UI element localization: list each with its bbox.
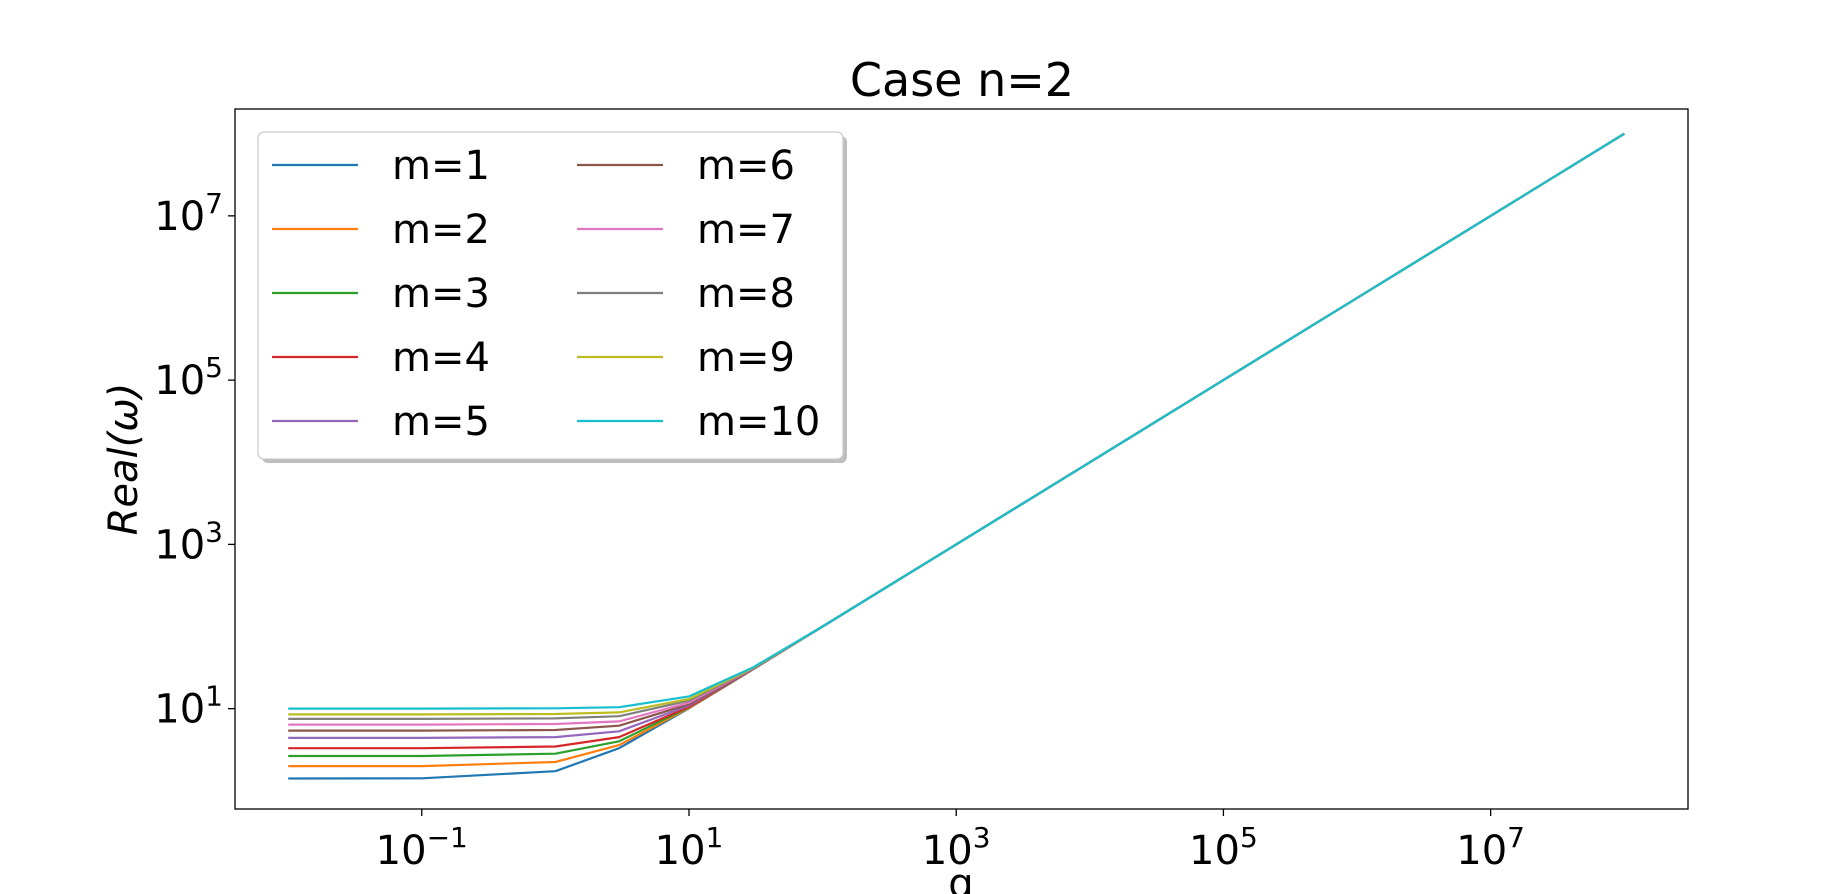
legend-entry-label: m=6: [697, 143, 795, 189]
x-tick-label: 105: [1189, 821, 1258, 874]
x-tick-label: 103: [922, 821, 991, 874]
y-axis-label: Real(ω): [101, 383, 147, 536]
x-tick-label: 101: [655, 821, 724, 874]
legend-entry-label: m=2: [392, 207, 490, 253]
legend-entry-label: m=8: [697, 271, 795, 317]
x-axis-ticks: 10−1 101 103 105 107: [376, 809, 1525, 874]
plot-area-frame: [234, 108, 1689, 810]
legend-box: [257, 131, 844, 460]
legend: m=1 m=2 m=3 m=4 m=5 m=6 m=7 m=8 m=9 m=10: [257, 131, 847, 463]
legend-entry-label: m=10: [697, 399, 820, 445]
legend-entry-label: m=5: [392, 399, 490, 445]
legend-entry-label: m=4: [392, 335, 490, 381]
x-tick-label: 107: [1456, 821, 1525, 874]
series-layer: [288, 132, 1625, 780]
legend-entry-label: m=1: [392, 143, 490, 189]
y-tick-label: 107: [154, 187, 223, 240]
legend-entry-label: m=3: [392, 271, 490, 317]
series-line-m-10: [288, 132, 1625, 710]
x-tick-label: 10−1: [376, 821, 468, 874]
legend-entry-label: m=9: [697, 335, 795, 381]
y-tick-label: 101: [154, 680, 223, 733]
legend-entry-label: m=7: [697, 207, 795, 253]
chart-title: Case n=2: [850, 53, 1074, 107]
y-tick-label: 103: [154, 515, 223, 568]
y-axis-ticks: 101 103 105 107: [154, 187, 235, 733]
x-axis-label: q: [948, 861, 973, 894]
y-tick-label: 105: [154, 351, 223, 404]
